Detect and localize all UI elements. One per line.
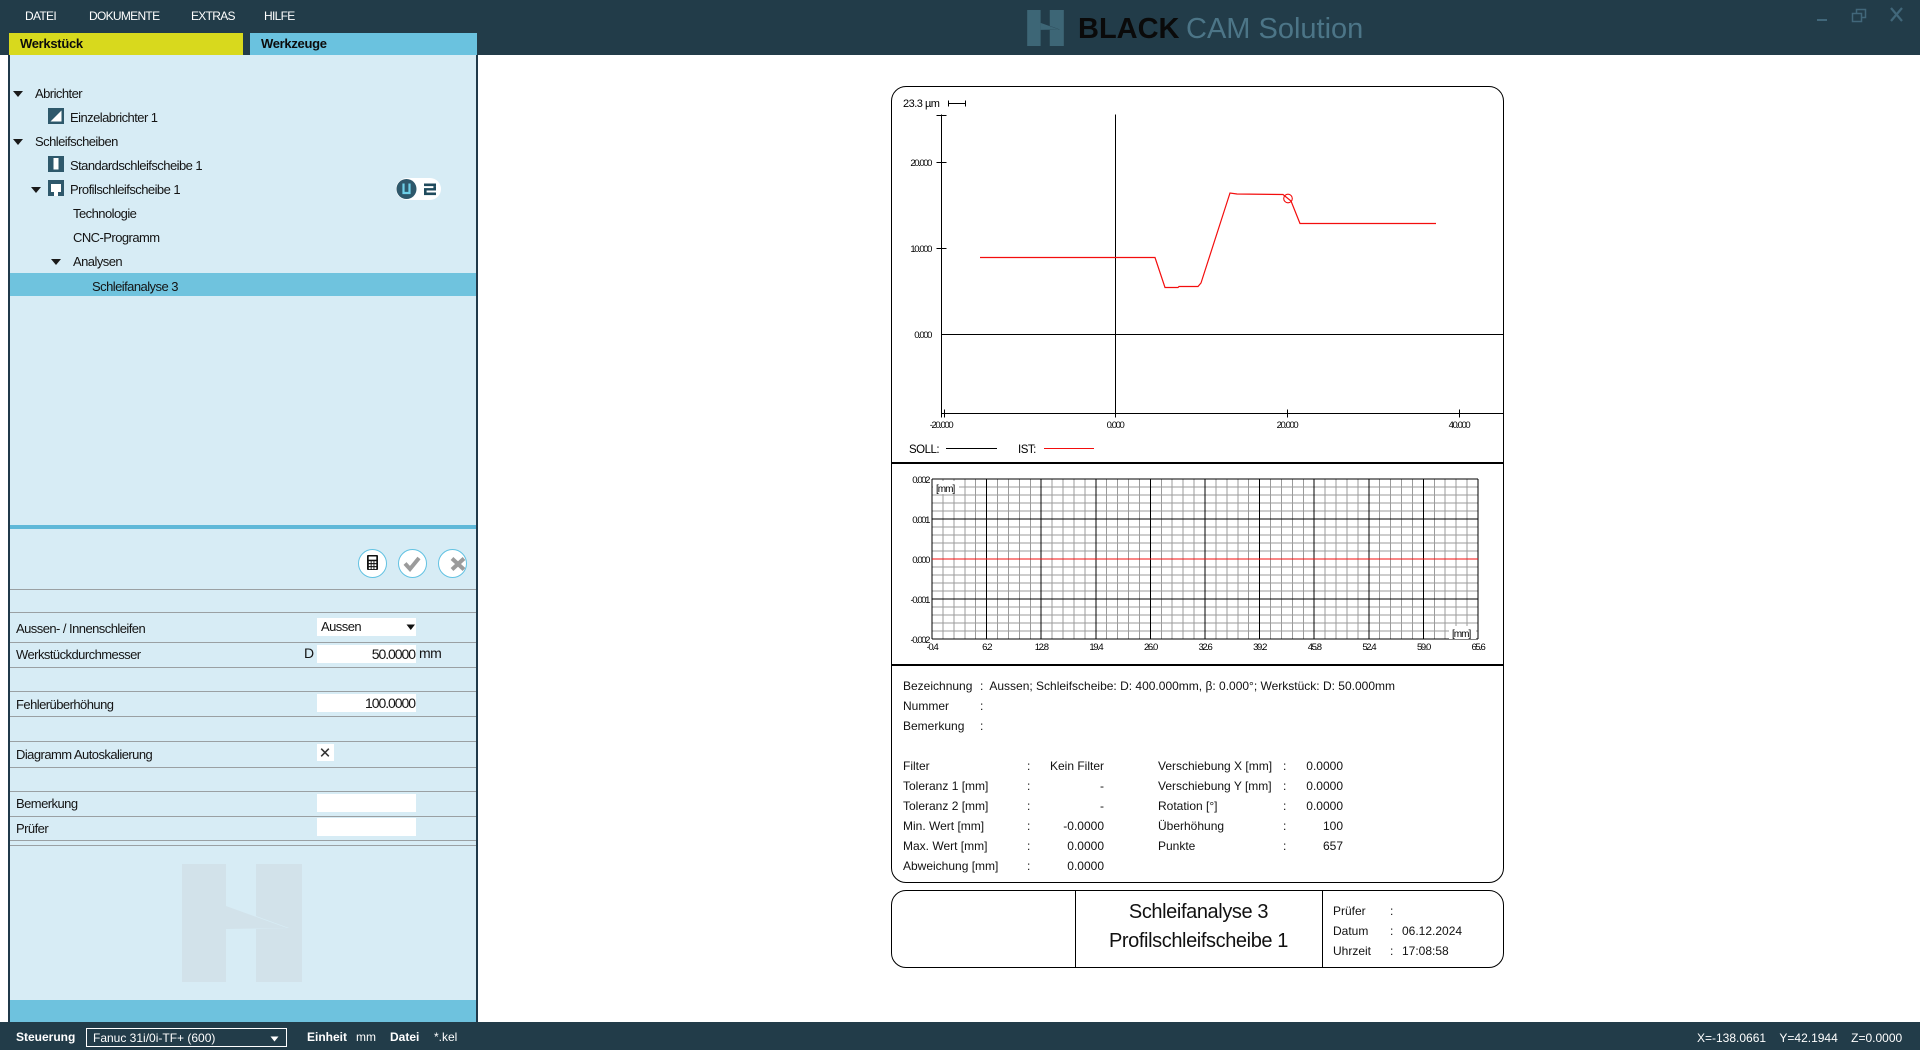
svg-text:-0.002: -0.002 xyxy=(910,635,930,646)
svg-text:45.8: 45.8 xyxy=(1308,642,1322,653)
svg-text:-0.001: -0.001 xyxy=(910,595,930,606)
svg-text:52.4: 52.4 xyxy=(1362,642,1376,653)
svg-text:SOLL:: SOLL: xyxy=(909,444,939,456)
svg-text:39.2: 39.2 xyxy=(1253,642,1267,653)
svg-text:-0.4: -0.4 xyxy=(927,642,939,653)
svg-text:0.001: 0.001 xyxy=(912,515,930,526)
svg-text:-20.000: -20.000 xyxy=(930,420,954,431)
svg-text:20.000: 20.000 xyxy=(1277,420,1299,431)
svg-text:0.000: 0.000 xyxy=(912,555,930,566)
svg-text:26.0: 26.0 xyxy=(1144,642,1158,653)
svg-text:65.6: 65.6 xyxy=(1472,642,1486,653)
svg-text:20.000: 20.000 xyxy=(910,158,932,169)
svg-text:0.000: 0.000 xyxy=(1107,420,1125,431)
svg-text:IST:: IST: xyxy=(1018,444,1036,456)
svg-text:[mm]: [mm] xyxy=(1452,629,1471,640)
svg-text:19.4: 19.4 xyxy=(1089,642,1103,653)
svg-text:23.3 µm: 23.3 µm xyxy=(903,98,940,110)
svg-text:32.6: 32.6 xyxy=(1199,642,1213,653)
svg-text:6.2: 6.2 xyxy=(982,642,992,653)
svg-text:12.8: 12.8 xyxy=(1035,642,1049,653)
svg-text:10.000: 10.000 xyxy=(910,244,932,255)
svg-text:0.000: 0.000 xyxy=(914,330,932,341)
svg-text:[mm]: [mm] xyxy=(936,484,955,495)
svg-text:0.002: 0.002 xyxy=(912,475,930,486)
svg-text:59.0: 59.0 xyxy=(1417,642,1431,653)
svg-text:40.000: 40.000 xyxy=(1449,420,1471,431)
